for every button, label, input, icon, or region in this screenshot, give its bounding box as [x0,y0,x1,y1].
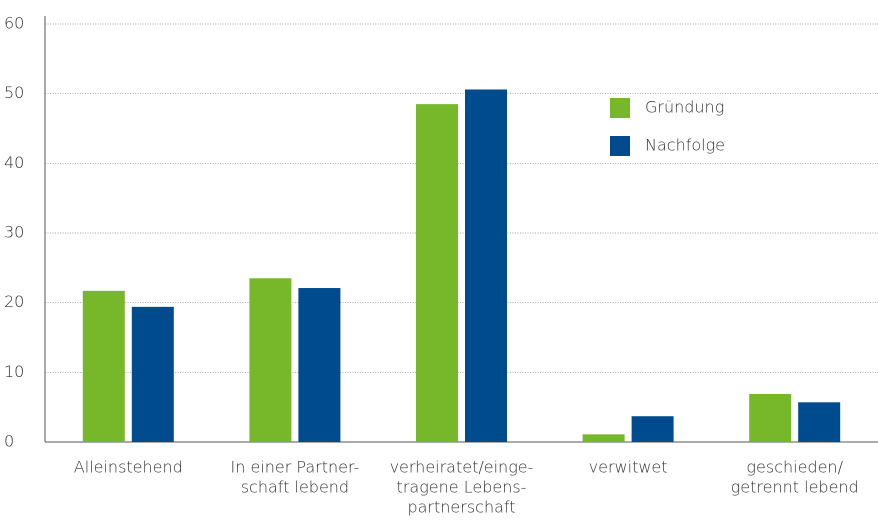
y-tick-label: 50 [4,83,24,102]
legend-label: Nachfolge [645,136,725,155]
x-tick-label: getrennt lebend [731,478,859,497]
y-tick-label: 0 [4,432,14,451]
y-tick-label: 10 [4,362,24,381]
bar [582,434,625,442]
x-tick-label: tragene Lebens- [397,478,527,497]
bar [298,288,341,442]
x-tick-label: verheiratet/einge- [390,458,534,477]
legend-swatch [610,98,630,118]
x-tick-label: Alleinstehend [74,458,183,477]
y-tick-label: 60 [4,14,24,33]
bar [82,290,125,442]
y-tick-label: 30 [4,223,24,242]
bar [131,306,174,442]
bar [749,393,792,442]
legend-label: Gründung [645,98,724,117]
bar [465,89,507,442]
x-tick-label: partnerschaft [407,498,515,517]
bar [631,416,674,442]
x-tick-label: In einer Partner- [231,458,360,477]
bar [798,402,841,442]
legend-swatch [610,136,630,156]
y-tick-label: 40 [4,153,24,172]
bar [416,104,458,442]
bar [249,278,292,442]
y-tick-label: 20 [4,292,24,311]
x-tick-label: geschieden/ [746,458,843,477]
x-tick-label: verwitwet [589,458,668,477]
x-tick-label: schaft lebend [241,478,349,497]
